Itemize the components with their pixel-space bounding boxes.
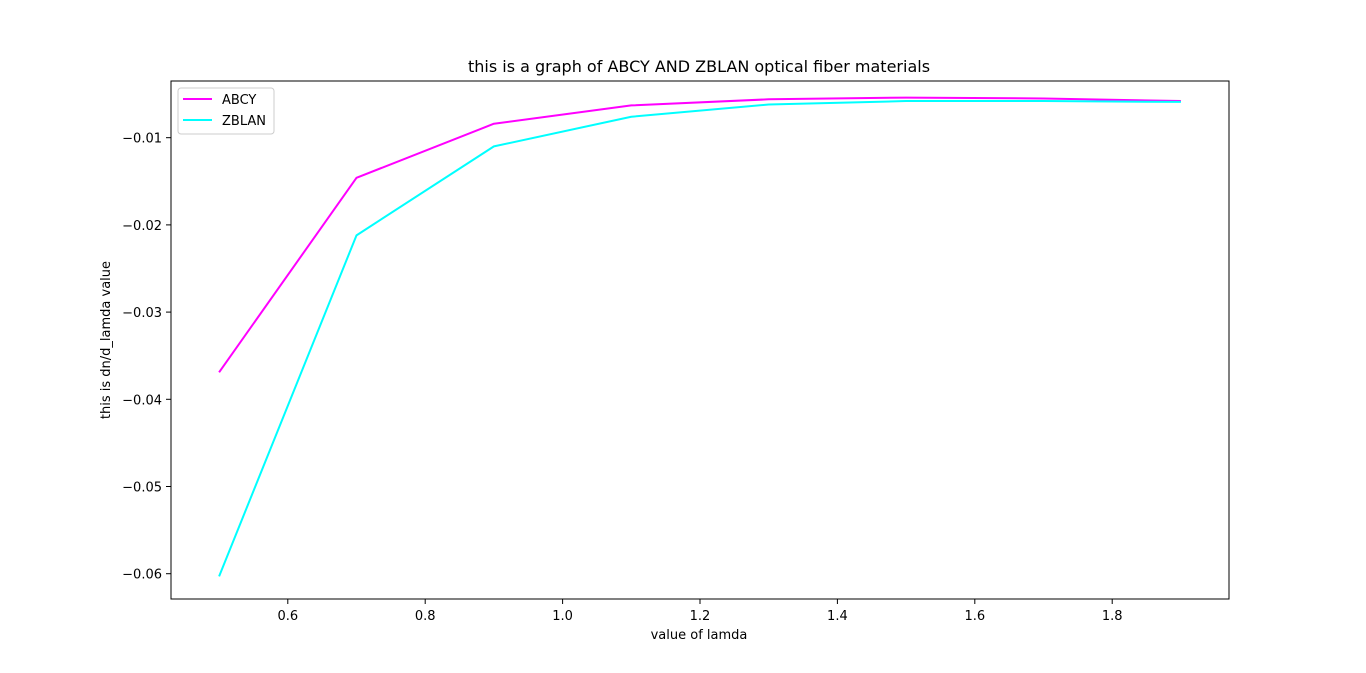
y-tick-label: −0.02 bbox=[122, 219, 162, 234]
x-tick-label: 1.8 bbox=[1102, 609, 1123, 624]
y-axis-label: this is dn/d_lamda value bbox=[99, 261, 114, 419]
x-tick-label: 1.0 bbox=[552, 609, 573, 624]
x-tick-label: 1.4 bbox=[827, 609, 848, 624]
y-tick-label: −0.01 bbox=[122, 132, 162, 147]
series-line-zblan bbox=[218, 100, 1181, 577]
x-tick-label: 1.2 bbox=[690, 609, 711, 624]
legend-label-zblan: ZBLAN bbox=[222, 114, 266, 129]
legend: ABCY ZBLAN bbox=[177, 87, 275, 135]
series-line-abcy bbox=[218, 96, 1181, 373]
plot-area: 0.6 0.8 1.0 1.2 1.4 1.6 1.8 −0.06 −0.05 −0.04 −0.0… bbox=[122, 80, 1230, 624]
legend-label-abcy: ABCY bbox=[222, 93, 256, 108]
x-tick-label: 0.8 bbox=[415, 609, 436, 624]
y-tick-label: −0.04 bbox=[122, 393, 162, 408]
chart-title: this is a graph of ABCY AND ZBLAN optica… bbox=[468, 57, 930, 76]
y-tick-label: −0.05 bbox=[122, 481, 162, 496]
x-tick-label: 1.6 bbox=[964, 609, 985, 624]
plot-frame bbox=[170, 80, 1230, 600]
x-axis-label: value of lamda bbox=[651, 628, 748, 643]
y-tick-label: −0.06 bbox=[122, 568, 162, 583]
y-tick-label: −0.03 bbox=[122, 306, 162, 321]
x-tick-label: 0.6 bbox=[277, 609, 298, 624]
